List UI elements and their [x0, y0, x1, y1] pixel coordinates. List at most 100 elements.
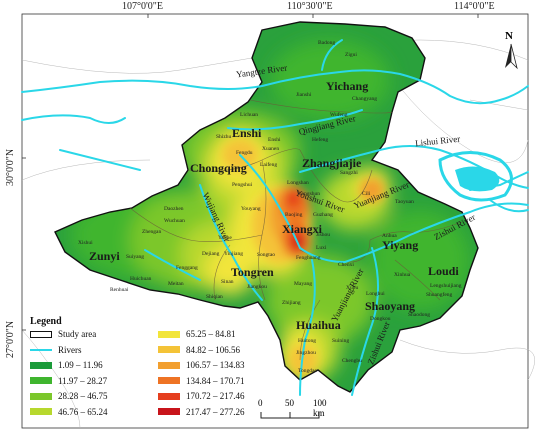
- county-label: Yanhe: [218, 235, 232, 241]
- region-label-yiyang: Yiyang: [382, 238, 419, 252]
- legend-label: 106.57 – 134.83: [186, 360, 245, 370]
- county-label: Xuanen: [262, 146, 280, 152]
- scale-bar: 0 50 100 km: [255, 398, 339, 428]
- region-label-loudi: Loudi: [428, 264, 459, 278]
- legend-item: 134.84 – 170.71: [158, 376, 245, 386]
- legend-item: Rivers: [30, 345, 82, 355]
- county-label: Jiangkou: [247, 284, 267, 290]
- county-label: Daozhen: [164, 206, 184, 212]
- legend-item: 106.57 – 134.83: [158, 360, 245, 370]
- north-arrow: N: [497, 30, 525, 74]
- county-label: Fenghuang: [296, 255, 321, 261]
- county-label: Luxi: [316, 245, 327, 251]
- county-label: Songtao: [257, 252, 276, 258]
- county-label: Zhengan: [142, 229, 162, 235]
- legend-swatch: [158, 392, 180, 400]
- north-label: N: [505, 30, 513, 42]
- legend-swatch: [158, 361, 180, 369]
- county-label: Guzhang: [313, 212, 333, 218]
- county-label: Yongshun: [298, 191, 321, 197]
- lon-label-114: 114°0'0"E: [454, 1, 495, 12]
- legend-label: 65.25 – 84.81: [186, 329, 236, 339]
- county-label: Cili: [362, 191, 371, 197]
- legend-swatch: [30, 348, 52, 351]
- county-label: Tongdao: [298, 368, 318, 374]
- legend-item: 11.97 – 28.27: [30, 376, 107, 386]
- legend-label: 1.09 – 11.96: [58, 360, 103, 370]
- legend-label: Study area: [58, 329, 97, 339]
- river-network: [21, 39, 529, 396]
- county-label: Badong: [318, 40, 336, 46]
- region-label-zhangjiajie: Zhangjiajie: [302, 156, 362, 170]
- legend-title: Legend: [30, 316, 62, 327]
- legend-item: 170.72 – 217.46: [158, 391, 245, 401]
- lon-label-110: 110°30'0"E: [287, 1, 333, 12]
- legend-item: Study area: [30, 329, 96, 339]
- legend-label: 217.47 – 277.26: [186, 406, 245, 417]
- county-label: Xinhua: [394, 272, 411, 278]
- county-label: Zhijiang: [282, 300, 301, 306]
- legend-swatch: [30, 408, 52, 415]
- region-label-zunyi: Zunyi: [89, 249, 120, 263]
- legend-item: 28.28 – 46.75: [30, 391, 108, 401]
- legend-label: Rivers: [58, 344, 82, 355]
- county-label: Shuangfeng: [426, 292, 453, 298]
- county-label: Yinjiang: [224, 251, 243, 257]
- county-label: Jishou: [316, 232, 331, 238]
- county-label: Sangzhi: [340, 170, 358, 176]
- county-label: Jingzhou: [296, 350, 316, 356]
- legend-label: 28.28 – 46.75: [58, 391, 108, 401]
- region-label-shaoyang: Shaoyang: [365, 299, 416, 313]
- north-arrow-icon: [505, 43, 518, 70]
- county-label: Zigui: [345, 52, 357, 58]
- county-label: Laifeng: [260, 162, 278, 168]
- county-label: Xishui: [78, 240, 93, 246]
- legend-swatch: [158, 377, 180, 384]
- county-label: Renhuai: [110, 287, 129, 293]
- legend-item: 217.47 – 277.26: [158, 407, 245, 417]
- county-label: Anhua: [382, 233, 397, 239]
- lat-label-27: 27°0'0"N: [5, 320, 16, 358]
- legend-swatch: [158, 408, 180, 415]
- lon-label-107: 107°0'0"E: [122, 1, 163, 12]
- legend-swatch: [30, 330, 52, 338]
- county-label: Mayang: [294, 281, 313, 287]
- legend-swatch: [158, 330, 180, 338]
- county-label: Lengshuijiang: [430, 283, 462, 289]
- county-label: Fengdu: [236, 150, 253, 156]
- county-label: Shaodong: [408, 312, 430, 318]
- legend-item: 46.76 – 65.24: [30, 407, 108, 417]
- lat-label-30: 30°0'0"N: [5, 148, 16, 186]
- study-area-boundary: [54, 21, 479, 393]
- county-label: Wufeng: [330, 112, 348, 118]
- legend-swatch: [30, 377, 52, 384]
- legend-swatch: [30, 361, 52, 369]
- legend-item: 65.25 – 84.81: [158, 329, 236, 339]
- county-label: Wuchuan: [164, 218, 185, 224]
- legend-item: 1.09 – 11.96: [30, 360, 103, 370]
- county-label: Enshi: [268, 137, 281, 143]
- county-label: Shizhu: [216, 134, 232, 140]
- county-label: Hefeng: [312, 137, 329, 143]
- region-label-tongren: Tongren: [231, 265, 274, 279]
- scale-tick-0: 0: [258, 398, 263, 408]
- legend-label: 84.82 – 106.56: [186, 344, 240, 355]
- region-label-enshi: Enshi: [232, 126, 262, 140]
- county-label: Jianshi: [296, 92, 312, 98]
- county-label: Longhui: [366, 291, 385, 297]
- legend-label: 46.76 – 65.24: [58, 406, 108, 417]
- region-label-huaihua: Huaihua: [296, 318, 341, 332]
- legend-label: 11.97 – 28.27: [58, 375, 108, 386]
- legend-label: 134.84 – 170.71: [186, 375, 245, 386]
- county-label: Lichuan: [240, 112, 259, 118]
- county-label: Dejiang: [202, 251, 220, 257]
- region-label-chongqing: Chongqing: [190, 161, 247, 175]
- legend: Legend Study area Rivers 1.09 – 11.96 11.97…: [26, 315, 264, 418]
- county-label: Dongkou: [370, 316, 391, 322]
- region-label-yichang: Yichang: [326, 79, 369, 93]
- lakes: [438, 151, 513, 202]
- county-label: Xupu: [346, 285, 359, 291]
- county-label: Huitong: [298, 338, 317, 344]
- county-label: Changyang: [352, 96, 378, 102]
